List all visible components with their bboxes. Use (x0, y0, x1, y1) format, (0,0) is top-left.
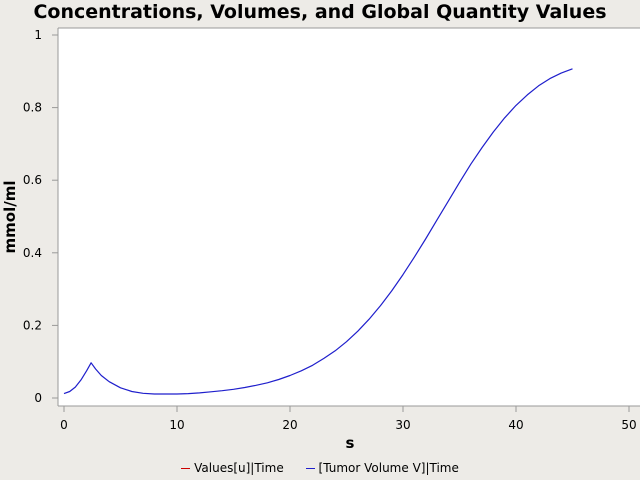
x-axis-label: s (346, 434, 355, 452)
y-tick-label: 0.6 (23, 173, 42, 187)
legend-label-tumor-volume: [Tumor Volume V]|Time (318, 461, 459, 475)
x-tick-label: 50 (621, 418, 636, 432)
legend-swatch-values-u (181, 468, 191, 469)
y-tick-label: 0.8 (23, 101, 42, 115)
legend-label-values-u: Values[u]|Time (194, 461, 284, 475)
x-tick-label: 10 (169, 418, 184, 432)
y-tick-label: 0 (34, 391, 42, 405)
x-axis-ticks: 0 10 20 30 40 50 (60, 406, 637, 432)
y-tick-label: 0.2 (23, 318, 42, 332)
series-layer (63, 68, 573, 395)
x-tick-label: 0 (60, 418, 68, 432)
legend-item-tumor-volume: [Tumor Volume V]|Time (305, 459, 459, 477)
x-tick-label: 20 (282, 418, 297, 432)
legend-item-values-u: Values[u]|Time (181, 459, 284, 477)
x-tick-label: 30 (395, 418, 410, 432)
y-axis-label: mmol/ml (1, 181, 19, 254)
plot-area (58, 28, 640, 406)
chart-title: Concentrations, Volumes, and Global Quan… (33, 1, 607, 23)
legend-swatch-tumor-volume (305, 468, 315, 469)
x-tick-label: 40 (508, 418, 523, 432)
legend: Values[u]|Time [Tumor Volume V]|Time (0, 459, 640, 477)
y-tick-label: 0.4 (23, 246, 42, 260)
series-line-1 (63, 68, 573, 395)
y-tick-label: 1 (34, 28, 42, 42)
y-axis-ticks: 0 0.2 0.4 0.6 0.8 1 (23, 28, 58, 405)
